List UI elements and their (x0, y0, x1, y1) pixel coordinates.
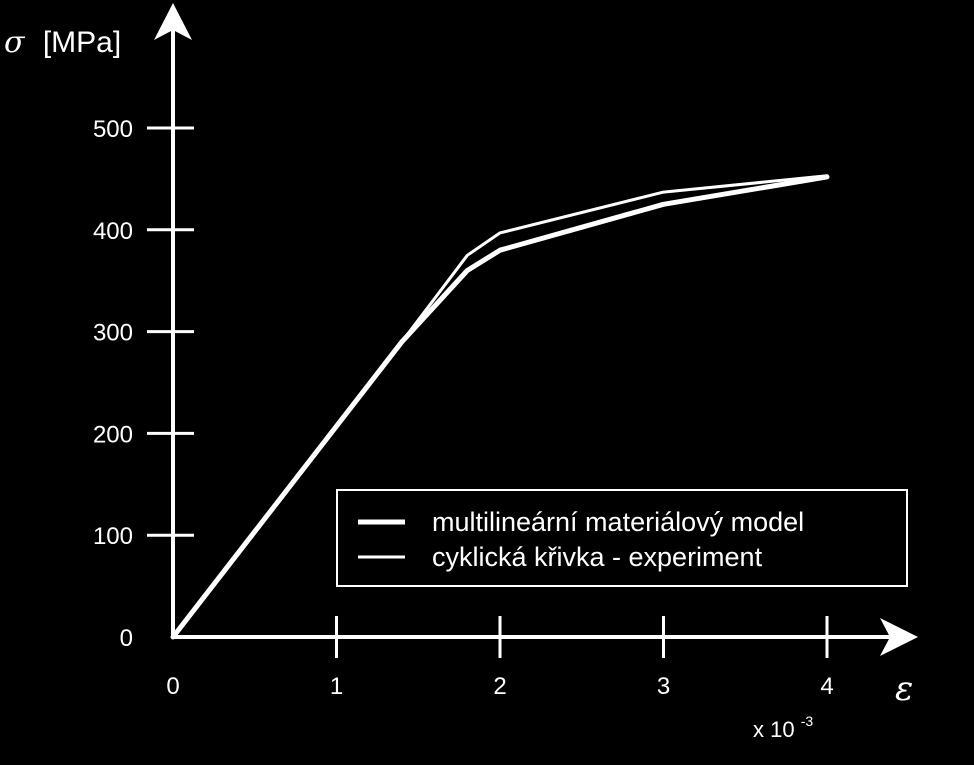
x-tick-label: 2 (493, 673, 506, 700)
x-tick-label: 0 (166, 673, 179, 700)
legend-label-model: multilineární materiálový model (432, 507, 804, 537)
x-tick-label: 4 (820, 673, 833, 700)
y-tick-label: 400 (93, 218, 133, 245)
legend-label-experiment: cyklická křivka - experiment (432, 542, 763, 572)
y-tick-label: 500 (93, 116, 133, 143)
y-axis-title: σ [MPa] (4, 25, 121, 60)
x-tick-label: 3 (657, 673, 670, 700)
y-tick-label: 100 (93, 523, 133, 550)
x-axis-multiplier-base: x 10 (753, 717, 795, 742)
legend-box (336, 489, 908, 587)
x-tick-label: 1 (330, 673, 343, 700)
y-axis-arrow (154, 3, 192, 40)
x-axis-multiplier: x 10 -3 (753, 713, 813, 742)
y-tick-label: 300 (93, 320, 133, 347)
x-axis-multiplier-exponent: -3 (801, 713, 814, 729)
y-axis-symbol: σ (4, 25, 26, 60)
y-tick-label: 0 (120, 625, 133, 652)
y-axis-unit: [MPa] (43, 26, 121, 59)
y-ticks: 0 100 200 300 400 500 (93, 116, 194, 652)
x-ticks: 0 1 2 3 4 (166, 616, 834, 700)
x-axis-arrow (880, 618, 918, 656)
series-line-experiment (171, 174, 829, 639)
series-lines (170, 174, 830, 640)
legend: multilineární materiálový model cyklická… (336, 489, 908, 587)
x-axis-symbol: ε (895, 669, 913, 709)
y-tick-label: 200 (93, 421, 133, 448)
